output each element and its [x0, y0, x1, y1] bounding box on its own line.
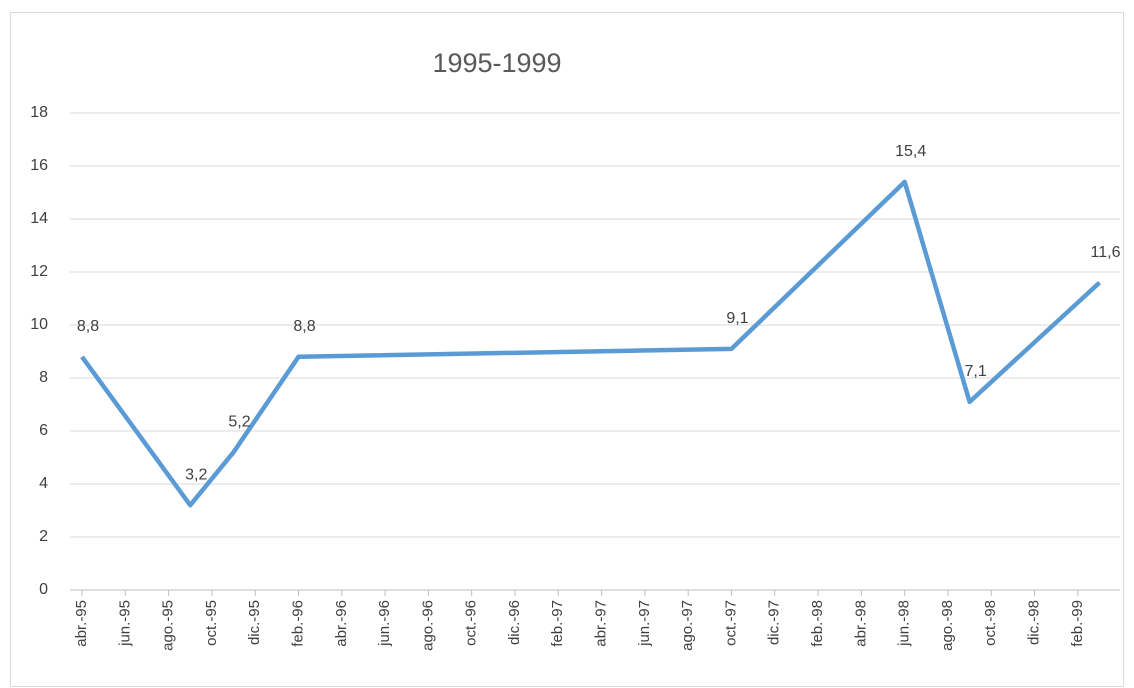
x-tick-label: oct.-96: [463, 600, 480, 646]
x-tick-label: feb.-96: [289, 600, 306, 647]
x-tick-label: jun.-96: [376, 600, 393, 647]
value-label: 11,6: [1091, 244, 1121, 261]
value-label: 8,8: [293, 318, 315, 335]
x-tick-label: oct.-97: [722, 600, 739, 646]
y-tick-label: 10: [30, 316, 48, 333]
y-tick-label: 4: [39, 475, 48, 492]
x-tick-label: jun.-98: [896, 600, 913, 647]
x-tick-label: ago.-98: [939, 600, 956, 651]
x-tick-label: oct.-98: [982, 600, 999, 646]
y-tick-label: 18: [30, 104, 48, 121]
x-tick-label: jun.-97: [636, 600, 653, 647]
x-tick-label: jun.-95: [116, 600, 133, 647]
x-tick-label: dic.-98: [1026, 600, 1043, 645]
x-tick-label: ago.-96: [419, 600, 436, 651]
y-tick-label: 6: [39, 422, 48, 439]
value-label: 7,1: [964, 363, 986, 380]
y-tick-label: 2: [39, 528, 48, 545]
x-tick-label: feb.-99: [1069, 600, 1086, 647]
x-tick-label: abr.-95: [73, 600, 90, 647]
x-tick-label: abr.-96: [333, 600, 350, 647]
x-tick-label: dic.-97: [766, 600, 783, 645]
x-tick-label: abr.-97: [593, 600, 610, 647]
x-tick-label: ago.-95: [160, 600, 177, 651]
chart-frame: [10, 12, 1124, 687]
chart-title: 1995-1999: [432, 48, 561, 78]
value-label: 9,1: [726, 310, 748, 327]
y-tick-label: 16: [30, 157, 48, 174]
value-label: 5,2: [228, 413, 250, 430]
x-tick-label: ago.-97: [679, 600, 696, 651]
value-label: 3,2: [185, 466, 207, 483]
y-tick-label: 0: [39, 581, 48, 598]
x-tick-label: feb.-98: [809, 600, 826, 647]
x-tick-label: feb.-97: [549, 600, 566, 647]
x-tick-label: oct.-95: [203, 600, 220, 646]
y-tick-label: 8: [39, 369, 48, 386]
x-tick-label: dic.-95: [246, 600, 263, 645]
value-label: 15,4: [895, 143, 926, 160]
x-tick-label: dic.-96: [506, 600, 523, 645]
line: [80, 179, 1102, 508]
value-label: 8,8: [77, 318, 99, 335]
y-tick-label: 14: [30, 210, 48, 227]
x-tick-label: abr.-98: [852, 600, 869, 647]
y-tick-label: 12: [30, 263, 48, 280]
